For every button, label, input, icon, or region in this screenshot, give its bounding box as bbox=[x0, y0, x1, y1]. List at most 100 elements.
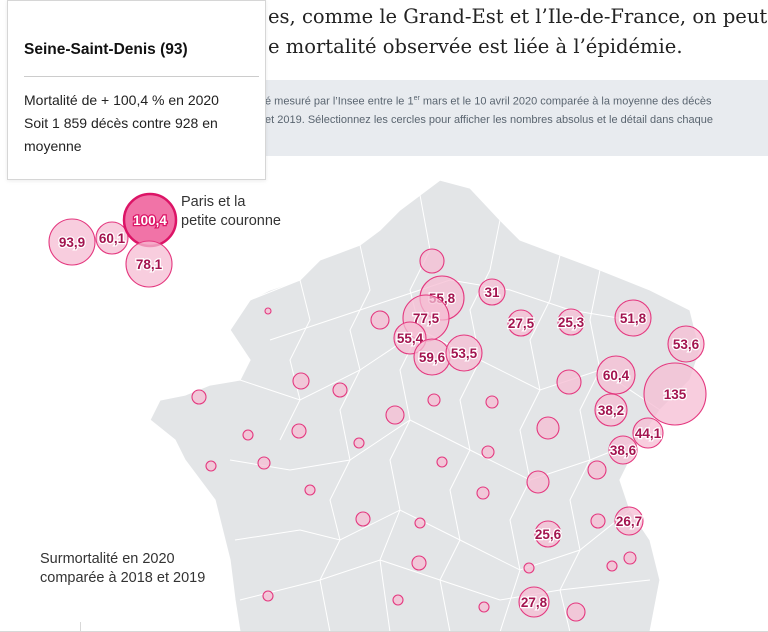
bubble-circle[interactable] bbox=[257, 456, 271, 470]
bubble-circle[interactable] bbox=[526, 470, 550, 494]
mortality-bubble[interactable] bbox=[476, 486, 490, 500]
bubble-circle[interactable] bbox=[242, 429, 254, 441]
bubble-circle[interactable] bbox=[385, 405, 405, 425]
bubble-circle[interactable] bbox=[534, 520, 562, 548]
bubble-circle[interactable] bbox=[481, 445, 495, 459]
bubble-circle[interactable] bbox=[606, 560, 618, 572]
bubble-circle[interactable] bbox=[445, 334, 483, 372]
mortality-bubble[interactable] bbox=[481, 445, 495, 459]
mortality-bubble[interactable] bbox=[556, 369, 582, 395]
bubble-circle[interactable] bbox=[291, 423, 307, 439]
mortality-bubble[interactable] bbox=[257, 456, 271, 470]
bubble-circle[interactable] bbox=[292, 372, 310, 390]
bubble-circle[interactable] bbox=[614, 299, 652, 337]
bubble-circle[interactable] bbox=[518, 586, 550, 618]
mortality-bubble[interactable] bbox=[419, 248, 445, 274]
mortality-bubble[interactable]: 25,6 bbox=[534, 520, 563, 548]
bubble-circle[interactable] bbox=[205, 460, 217, 472]
bubble-circle[interactable] bbox=[264, 307, 272, 315]
mortality-bubble[interactable] bbox=[292, 372, 310, 390]
mortality-bubble[interactable]: 51,8 bbox=[614, 299, 652, 337]
bubble-circle[interactable] bbox=[332, 382, 348, 398]
bubble-circle[interactable] bbox=[353, 437, 365, 449]
mortality-bubble[interactable]: 44,1 bbox=[632, 417, 664, 449]
mortality-bubble[interactable] bbox=[590, 513, 606, 529]
mortality-bubble[interactable] bbox=[587, 460, 607, 480]
bubble-circle[interactable] bbox=[623, 551, 637, 565]
bubble-circle[interactable] bbox=[557, 308, 585, 336]
mortality-bubble[interactable]: 53,5 bbox=[445, 334, 483, 372]
mortality-bubble[interactable]: 135 bbox=[643, 362, 707, 426]
mortality-bubble[interactable] bbox=[304, 484, 316, 496]
bubble-circle[interactable] bbox=[262, 590, 274, 602]
mortality-bubble[interactable] bbox=[291, 423, 307, 439]
mortality-bubble[interactable]: 38,2 bbox=[594, 393, 628, 427]
mortality-bubble[interactable] bbox=[566, 602, 586, 622]
mortality-bubble[interactable] bbox=[355, 511, 371, 527]
bubble-circle[interactable] bbox=[419, 248, 445, 274]
bubble-circle[interactable] bbox=[523, 562, 535, 574]
mortality-bubble[interactable] bbox=[353, 437, 365, 449]
mortality-bubble[interactable]: 31 bbox=[478, 278, 506, 306]
mortality-bubble[interactable]: 60,4 bbox=[596, 355, 636, 395]
bubble-circle[interactable] bbox=[556, 369, 582, 395]
mortality-bubble[interactable]: 25,3 bbox=[557, 308, 586, 336]
mortality-bubble[interactable]: 27,5 bbox=[507, 309, 536, 337]
mortality-bubble[interactable]: 38,6 bbox=[608, 435, 638, 465]
bubble-circle[interactable] bbox=[414, 517, 426, 529]
bubble-circle[interactable] bbox=[594, 393, 628, 427]
mortality-bubble[interactable] bbox=[262, 590, 274, 602]
bubble-circle[interactable] bbox=[392, 594, 404, 606]
mortality-bubble[interactable] bbox=[392, 594, 404, 606]
mortality-bubble[interactable]: 53,6 bbox=[667, 325, 705, 363]
bubble-circle[interactable] bbox=[587, 460, 607, 480]
bubble-circle[interactable] bbox=[632, 417, 664, 449]
bubble-circle[interactable] bbox=[95, 221, 129, 255]
bubble-circle[interactable] bbox=[304, 484, 316, 496]
mortality-bubble[interactable]: 59,6 bbox=[413, 338, 451, 376]
mortality-bubble[interactable] bbox=[411, 555, 427, 571]
bubble-circle[interactable] bbox=[476, 486, 490, 500]
mortality-bubble[interactable]: 26,7 bbox=[614, 506, 644, 536]
mortality-bubble[interactable] bbox=[478, 601, 490, 613]
mortality-bubble[interactable]: 78,1 bbox=[125, 240, 173, 288]
selected-bubble[interactable]: 100,4 bbox=[122, 192, 178, 248]
mortality-bubble[interactable] bbox=[436, 456, 448, 468]
bubble-circle[interactable] bbox=[411, 555, 427, 571]
mortality-bubble[interactable] bbox=[242, 429, 254, 441]
bubble-circle[interactable] bbox=[191, 389, 207, 405]
mortality-bubble[interactable]: 27,8 bbox=[518, 586, 550, 618]
mortality-bubble[interactable] bbox=[414, 517, 426, 529]
bubble-circle[interactable] bbox=[485, 395, 499, 409]
bubble-circle[interactable] bbox=[355, 511, 371, 527]
mortality-bubble[interactable] bbox=[485, 395, 499, 409]
bubble-circle[interactable] bbox=[427, 393, 441, 407]
mortality-bubble[interactable] bbox=[264, 307, 272, 315]
mortality-bubble[interactable] bbox=[205, 460, 217, 472]
bubble-circle[interactable] bbox=[478, 601, 490, 613]
mortality-bubble[interactable] bbox=[606, 560, 618, 572]
bubble-circle[interactable] bbox=[596, 355, 636, 395]
mortality-bubble[interactable] bbox=[427, 393, 441, 407]
mortality-bubble[interactable] bbox=[370, 310, 390, 330]
bubble-circle[interactable] bbox=[478, 278, 506, 306]
bubble-circle[interactable] bbox=[643, 362, 707, 426]
bubble-circle[interactable] bbox=[436, 456, 448, 468]
bubble-circle[interactable] bbox=[370, 310, 390, 330]
mortality-bubble[interactable] bbox=[536, 416, 560, 440]
mortality-bubble[interactable] bbox=[385, 405, 405, 425]
bubble-circle[interactable] bbox=[667, 325, 705, 363]
mortality-bubble[interactable] bbox=[332, 382, 348, 398]
mortality-bubble[interactable]: 93,9 bbox=[48, 218, 96, 266]
bubble-circle[interactable] bbox=[566, 602, 586, 622]
bubble-circle[interactable] bbox=[125, 240, 173, 288]
mortality-bubble[interactable] bbox=[623, 551, 637, 565]
bubble-circle[interactable] bbox=[536, 416, 560, 440]
bubble-circle[interactable] bbox=[507, 309, 535, 337]
bubble-circle[interactable] bbox=[608, 435, 638, 465]
bubble-circle[interactable] bbox=[590, 513, 606, 529]
mortality-bubble[interactable] bbox=[523, 562, 535, 574]
mortality-bubble[interactable] bbox=[526, 470, 550, 494]
mortality-bubble[interactable]: 60,1 bbox=[95, 221, 129, 255]
bubble-circle[interactable] bbox=[48, 218, 96, 266]
